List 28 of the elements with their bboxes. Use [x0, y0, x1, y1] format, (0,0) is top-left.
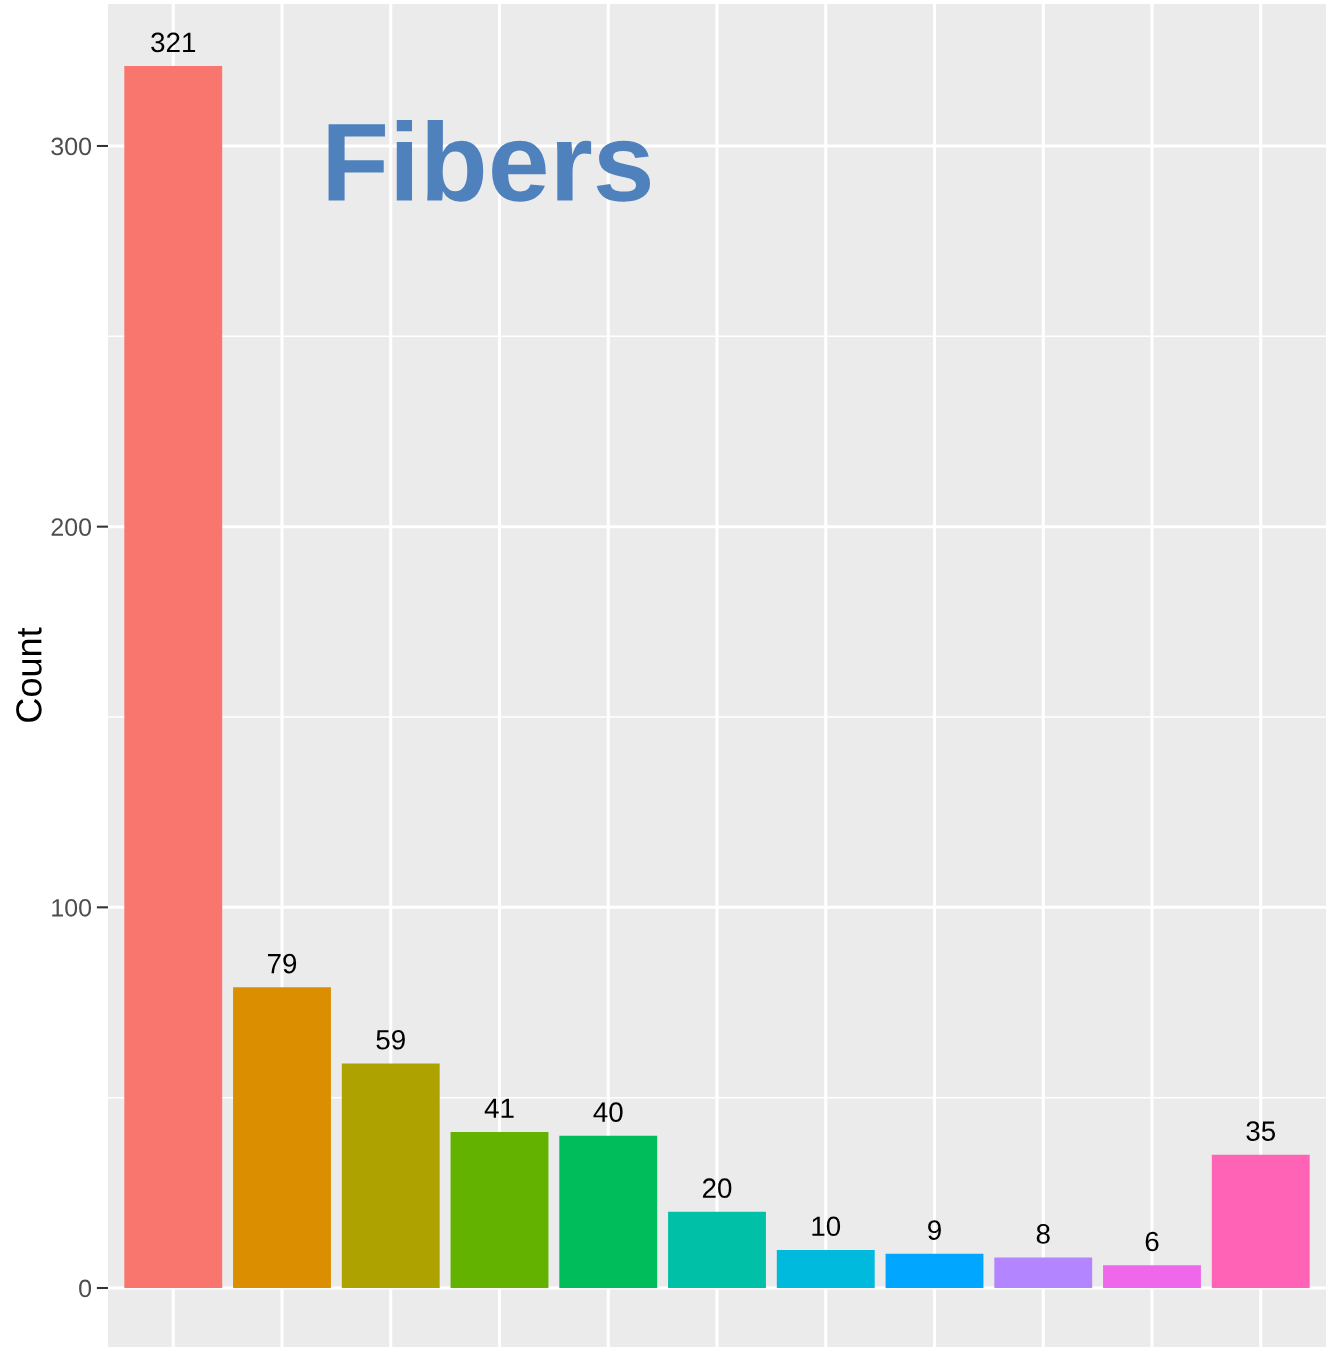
y-axis-title: Count — [16, 627, 42, 722]
data-label: 20 — [702, 1178, 732, 1199]
data-label: 59 — [376, 1029, 405, 1050]
data-label: 6 — [1145, 1231, 1159, 1252]
bar — [559, 1135, 658, 1288]
data-label: 321 — [151, 32, 196, 53]
bar — [994, 1257, 1093, 1288]
bar — [233, 987, 331, 1288]
data-label: 41 — [484, 1098, 514, 1118]
bar — [450, 1131, 549, 1288]
data-label: 40 — [593, 1102, 623, 1122]
y-tick-label: 300 — [51, 137, 92, 156]
bar — [885, 1253, 984, 1288]
y-tick-label: 200 — [51, 518, 92, 536]
text: Fibers — [328, 120, 651, 202]
data-label: 10 — [812, 1216, 841, 1237]
y-tick-label: 0 — [79, 1279, 92, 1298]
bar — [124, 66, 223, 1288]
bar — [776, 1249, 875, 1288]
bar — [1211, 1154, 1310, 1288]
bar — [668, 1211, 766, 1288]
bar — [341, 1063, 440, 1288]
data-label: 35 — [1246, 1121, 1276, 1141]
bar — [1103, 1265, 1201, 1288]
data-label: 8 — [1036, 1224, 1050, 1244]
data-label: 9 — [928, 1220, 941, 1240]
data-label: 79 — [267, 953, 297, 974]
y-tick-label: 100 — [52, 898, 92, 917]
